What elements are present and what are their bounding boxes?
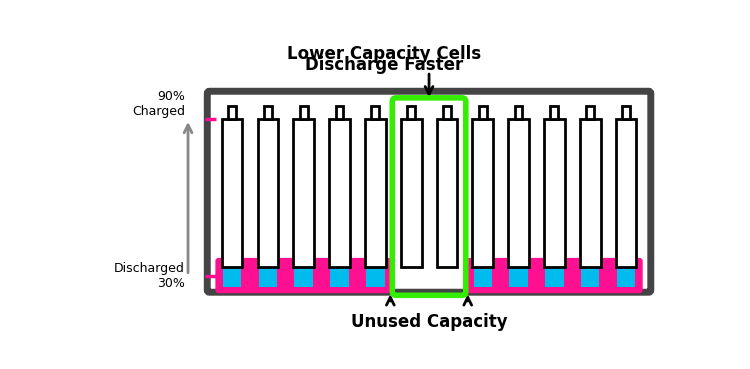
Bar bbox=[550, 106, 558, 119]
Bar bbox=[580, 119, 601, 267]
Bar bbox=[473, 264, 492, 287]
Bar bbox=[400, 119, 422, 267]
Bar bbox=[509, 119, 529, 267]
Bar bbox=[293, 119, 314, 267]
Bar bbox=[223, 264, 242, 287]
Bar bbox=[264, 106, 272, 119]
Text: Unused Capacity: Unused Capacity bbox=[351, 313, 507, 331]
Bar bbox=[407, 106, 415, 119]
Text: 90%
Charged: 90% Charged bbox=[132, 90, 185, 118]
FancyBboxPatch shape bbox=[468, 260, 641, 292]
Bar bbox=[443, 106, 451, 119]
Bar bbox=[616, 119, 636, 267]
Bar bbox=[436, 119, 457, 267]
Bar bbox=[586, 106, 594, 119]
Bar bbox=[300, 106, 307, 119]
Bar bbox=[622, 106, 630, 119]
Bar bbox=[295, 264, 313, 287]
Bar bbox=[222, 119, 242, 267]
Text: Discharge Faster: Discharge Faster bbox=[305, 56, 464, 74]
Bar bbox=[545, 264, 563, 287]
FancyBboxPatch shape bbox=[207, 91, 651, 292]
Bar bbox=[616, 264, 635, 287]
Bar bbox=[330, 264, 349, 287]
FancyBboxPatch shape bbox=[217, 260, 390, 292]
Bar bbox=[544, 119, 565, 267]
Bar bbox=[257, 119, 278, 267]
Bar bbox=[366, 264, 385, 287]
Bar bbox=[259, 264, 278, 287]
Text: Lower Capacity Cells: Lower Capacity Cells bbox=[287, 45, 482, 62]
Bar bbox=[514, 106, 523, 119]
Bar bbox=[335, 106, 344, 119]
Bar bbox=[371, 106, 380, 119]
Bar bbox=[581, 264, 599, 287]
Bar bbox=[509, 264, 528, 287]
Bar bbox=[329, 119, 350, 267]
Bar bbox=[472, 119, 494, 267]
Text: Discharged
30%: Discharged 30% bbox=[114, 262, 185, 290]
Bar bbox=[228, 106, 236, 119]
Bar bbox=[365, 119, 386, 267]
Bar bbox=[478, 106, 487, 119]
